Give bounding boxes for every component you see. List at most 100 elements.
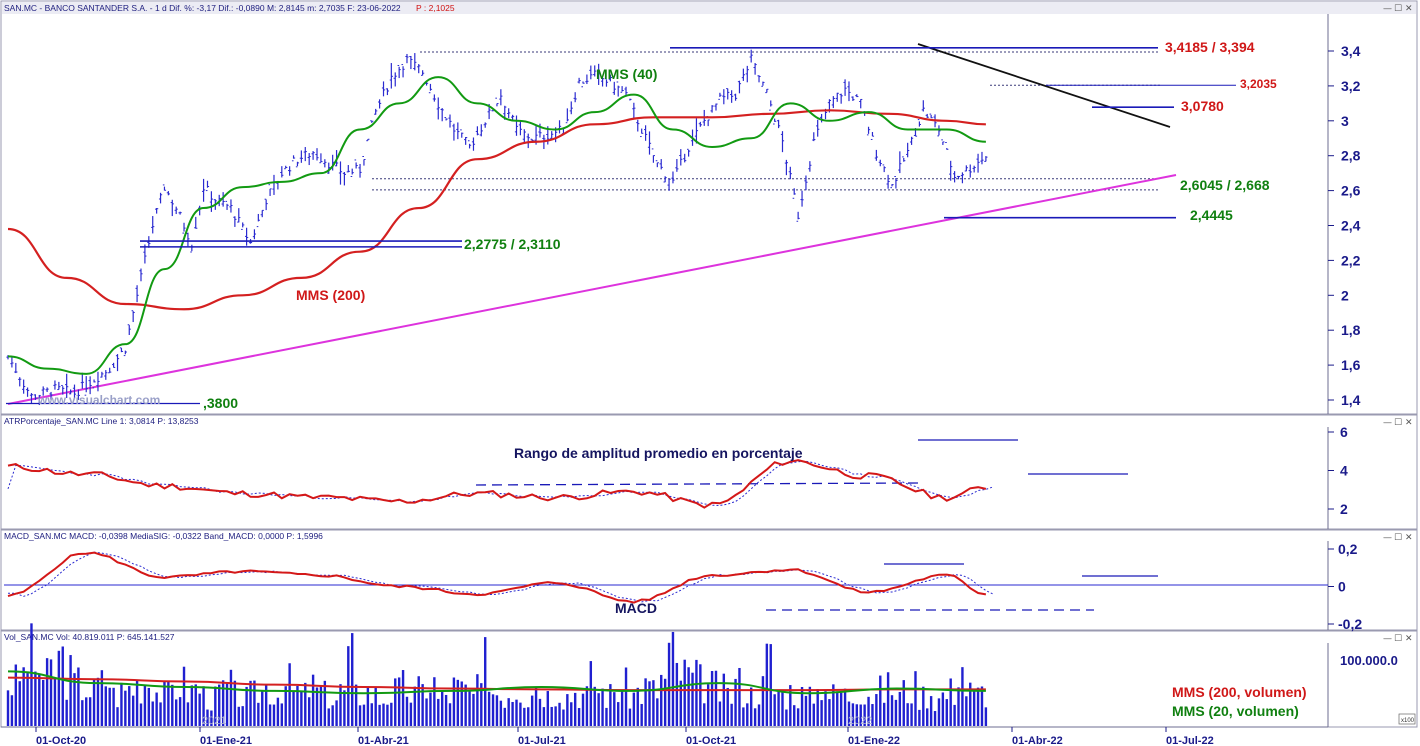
watermark: www.visualchart.com <box>37 393 160 407</box>
volume-bar <box>855 704 859 726</box>
volume-bar <box>296 686 299 726</box>
volume-bar <box>261 690 264 726</box>
volume-bar <box>926 708 929 726</box>
volume-bar <box>683 659 686 726</box>
volume-bar <box>69 655 72 726</box>
volume-bar <box>890 695 894 726</box>
volume-bar <box>851 703 855 726</box>
volume-bar <box>354 684 358 726</box>
volume-bar <box>843 688 847 726</box>
price-y-tick-label: 2,4 <box>1341 218 1361 234</box>
volume-bar <box>480 683 483 726</box>
volume-bar <box>581 693 585 726</box>
volume-bar <box>186 702 190 726</box>
volume-bar <box>53 678 57 726</box>
volume-bar <box>241 706 244 726</box>
volume-bar <box>214 686 217 726</box>
volume-bar <box>476 674 479 726</box>
macd-maximize-icon[interactable]: ☐ <box>1394 533 1402 543</box>
volume-bar <box>229 669 233 726</box>
volume-bar <box>554 706 557 726</box>
volume-bar <box>77 667 80 726</box>
volume-bar <box>933 711 937 726</box>
volume-bar <box>730 703 733 726</box>
price-y-tick-label: 2,6 <box>1341 183 1361 199</box>
label-vol-mms20: MMS (20, volumen) <box>1172 703 1299 719</box>
volume-bar <box>620 690 624 726</box>
minimize-icon[interactable]: — <box>1383 4 1392 14</box>
volume-bar <box>898 691 902 726</box>
x-tick-label: 01-Jul-22 <box>1166 735 1214 746</box>
price-guides <box>372 51 1160 191</box>
atr-y-tick-label: 6 <box>1340 424 1348 440</box>
volume-bar <box>120 682 123 726</box>
volume-bar <box>937 698 941 726</box>
volume-bar <box>190 685 194 726</box>
volume-header: Vol_SAN.MC Vol: 40.819.011 P: 645.141.52… <box>4 632 175 642</box>
volume-bar <box>613 692 616 726</box>
volume-bar <box>507 698 510 726</box>
volume-bar <box>570 702 573 726</box>
volume-bar <box>769 644 772 726</box>
price-header-last: P : 2,1025 <box>416 3 455 13</box>
volume-bar <box>452 677 456 726</box>
volume-bar <box>460 681 463 726</box>
volume-bar <box>128 686 131 726</box>
volume-bar <box>695 659 698 726</box>
volume-bar <box>530 695 534 726</box>
volume-bar <box>624 667 628 726</box>
support-trendline <box>7 174 1177 405</box>
volume-bar <box>765 643 769 726</box>
volume-bar <box>331 705 334 726</box>
volume-bar <box>796 708 800 726</box>
volume-bar <box>663 678 667 726</box>
maximize-icon[interactable]: ☐ <box>1394 4 1402 14</box>
macd-close-icon[interactable]: ✕ <box>1405 533 1413 543</box>
volume-bar <box>233 680 237 726</box>
price-y-tick-label: 2,2 <box>1341 252 1361 268</box>
macd-minimize-icon[interactable]: — <box>1383 533 1392 543</box>
volume-bar <box>671 631 675 726</box>
volume-bar <box>135 680 139 726</box>
volume-bar <box>366 687 370 726</box>
volume-bar <box>800 687 804 726</box>
volume-bar <box>300 690 303 726</box>
volume-bar <box>714 670 718 726</box>
vol-maximize-icon[interactable]: ☐ <box>1394 634 1402 644</box>
volume-bar <box>984 707 988 726</box>
volume-bar <box>362 704 366 726</box>
volume-bar <box>100 670 104 726</box>
volume-bar <box>558 702 561 726</box>
volume-bar <box>112 687 115 726</box>
volume-bar <box>491 694 495 726</box>
label-mms40: MMS (40) <box>596 66 657 82</box>
vol-minimize-icon[interactable]: — <box>1383 634 1392 644</box>
volume-bar <box>918 709 921 726</box>
close-icon[interactable]: ✕ <box>1405 4 1413 14</box>
price-panel-frame <box>0 0 1418 415</box>
atr-close-icon[interactable]: ✕ <box>1405 418 1413 428</box>
vol-close-icon[interactable]: ✕ <box>1405 634 1413 644</box>
price-trendlines <box>7 43 1177 405</box>
window-buttons[interactable]: — ☐ ✕ — ☐ ✕ — ☐ ✕ — ☐ ✕ <box>1383 4 1413 644</box>
volume-bar <box>151 701 154 726</box>
volume-bar <box>718 701 722 726</box>
volume-bar <box>343 690 346 726</box>
atr-y-axis: 2 4 6 <box>1328 424 1348 517</box>
price-header: SAN.MC - BANCO SANTANDER S.A. - 1 d Dif.… <box>4 3 401 13</box>
x-tick-label: 01-Abr-21 <box>358 735 409 746</box>
label-level-26: 2,6045 / 2,668 <box>1180 177 1270 193</box>
watermark-2021: 2021 <box>202 715 226 727</box>
volume-bar <box>237 706 240 726</box>
volume-bar <box>886 672 890 726</box>
atr-minimize-icon[interactable]: — <box>1383 418 1392 428</box>
volume-bar <box>699 664 702 726</box>
volume-bar <box>284 686 287 726</box>
volume-bar <box>292 691 295 726</box>
volume-bar <box>81 700 84 726</box>
volume-bar <box>401 670 405 726</box>
atr-maximize-icon[interactable]: ☐ <box>1394 418 1402 428</box>
price-y-tick-label: 3,2 <box>1341 78 1361 94</box>
volume-bar <box>793 705 796 726</box>
volume-bar <box>202 686 205 726</box>
